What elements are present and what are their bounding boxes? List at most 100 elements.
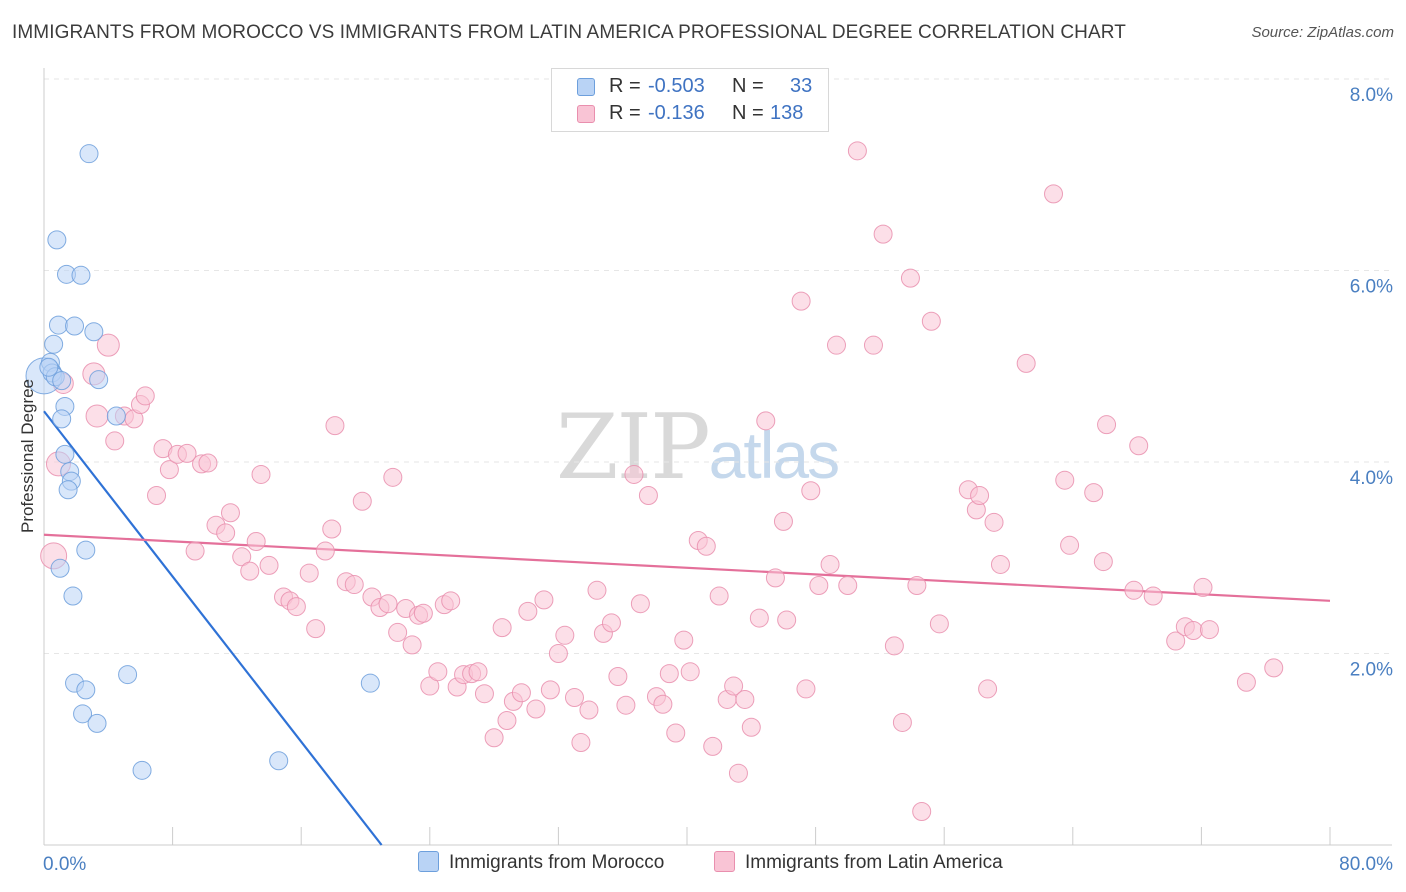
latin-america-point — [220, 503, 240, 523]
x-tick-label: 80.0% — [1339, 854, 1393, 875]
latin-america-point — [659, 664, 679, 684]
y-tick-label: 2.0% — [1350, 660, 1393, 681]
trend-lines — [43, 410, 1331, 846]
latin-america-point — [518, 601, 538, 621]
morocco-trend-line — [43, 410, 383, 846]
latin-america-point — [666, 723, 686, 743]
latin-america-point — [1044, 184, 1064, 204]
morocco-point — [132, 760, 152, 780]
latin-america-point — [484, 728, 504, 748]
latin-america-point — [616, 695, 636, 715]
latin-america-point — [608, 666, 628, 686]
latin-america-point — [1097, 415, 1117, 435]
morocco-point — [63, 586, 83, 606]
morocco-point — [39, 357, 59, 377]
latin-america-point — [1264, 658, 1284, 678]
latin-america-point — [696, 536, 716, 556]
y-axis-label: Professional Degree — [18, 379, 37, 533]
legend-item-morocco[interactable]: Immigrants from Morocco — [418, 851, 664, 874]
latin-america-point — [1084, 483, 1104, 503]
latin-america-point — [724, 676, 744, 696]
latin-america-point — [344, 575, 364, 595]
latin-america-point — [540, 680, 560, 700]
correlation-legend: R = -0.503 N = 33 R = -0.136 N = 138 — [551, 68, 829, 132]
latin-america-point — [907, 576, 927, 596]
latin-america-point — [809, 576, 829, 596]
chart-source: Source: ZipAtlas.com — [1251, 24, 1394, 41]
morocco-point — [76, 680, 96, 700]
legend-label-latin-america: Immigrants from Latin America — [745, 852, 1003, 873]
x-tick-label: 0.0% — [43, 854, 86, 875]
chart-title: IMMIGRANTS FROM MOROCCO VS IMMIGRANTS FR… — [12, 22, 1126, 43]
latin-america-point — [564, 688, 584, 708]
latin-america-point — [1183, 621, 1203, 641]
latin-america-point — [441, 591, 461, 611]
axes: 2.0% 4.0% 6.0% 8.0% 0.0% 80.0% — [43, 68, 1393, 875]
latin-america-point — [251, 464, 271, 484]
latin-america-point — [315, 541, 335, 561]
morocco-point — [55, 444, 75, 464]
latin-america-point — [177, 443, 197, 463]
latin-america-point — [420, 676, 440, 696]
legend-n-label: N = — [732, 102, 764, 124]
latin-america-point — [402, 635, 422, 655]
latin-america-point — [511, 683, 531, 703]
latin-america-point — [756, 411, 776, 431]
latin-america-point — [863, 335, 883, 355]
latin-america-point — [653, 694, 673, 714]
latin-america-point — [259, 555, 279, 575]
latin-america-point — [85, 404, 109, 428]
latin-america-point — [1193, 577, 1213, 597]
latin-america-point — [468, 662, 488, 682]
morocco-point — [269, 751, 289, 771]
latin-america-point — [728, 763, 748, 783]
y-tick-label: 8.0% — [1350, 85, 1393, 106]
morocco-point — [73, 704, 93, 724]
latin-america-point — [741, 717, 761, 737]
legend-r-value: -0.136 — [648, 102, 705, 124]
latin-america-point — [587, 580, 607, 600]
latin-america-point — [601, 613, 621, 633]
data-points — [25, 141, 1284, 821]
latin-america-point — [216, 523, 236, 543]
latin-america-point — [325, 416, 345, 436]
latin-america-point — [240, 561, 260, 581]
latin-america-point — [978, 679, 998, 699]
latin-america-point — [892, 712, 912, 732]
latin-america-point — [970, 486, 990, 506]
latin-america-point — [555, 625, 575, 645]
watermark-atlas: atlas — [708, 418, 840, 492]
latin-america-point — [984, 512, 1004, 532]
morocco-point — [76, 540, 96, 560]
latin-america-point — [1093, 552, 1113, 572]
latin-america-point — [884, 636, 904, 656]
latin-america-point — [638, 486, 658, 506]
latin-america-point — [624, 464, 644, 484]
latin-america-point — [378, 594, 398, 614]
y-tick-label: 4.0% — [1350, 468, 1393, 489]
latin-america-point — [286, 597, 306, 617]
legend-n-value: 33 — [790, 75, 813, 97]
latin-america-point — [1016, 353, 1036, 373]
latin-america-point — [765, 568, 785, 588]
latin-america-point — [571, 733, 591, 753]
latin-america-point — [534, 590, 554, 610]
legend-n-value: 138 — [770, 102, 804, 124]
latin-america-point — [1199, 620, 1219, 640]
latin-america-point — [773, 511, 793, 531]
latin-america-point — [912, 801, 932, 821]
latin-america-point — [198, 453, 218, 473]
latin-america-point — [777, 610, 797, 630]
latin-america-point — [900, 268, 920, 288]
latin-america-point — [232, 547, 252, 567]
morocco-point — [106, 406, 126, 426]
y-tick-label: 6.0% — [1350, 277, 1393, 298]
latin-america-point — [96, 333, 120, 357]
morocco-point — [50, 558, 70, 578]
legend-r-label: R = — [609, 75, 641, 97]
legend-label-morocco: Immigrants from Morocco — [449, 852, 665, 873]
morocco-point — [52, 371, 72, 391]
legend-item-latin-america[interactable]: Immigrants from Latin America — [714, 851, 1003, 874]
latin-america-point — [383, 467, 403, 487]
